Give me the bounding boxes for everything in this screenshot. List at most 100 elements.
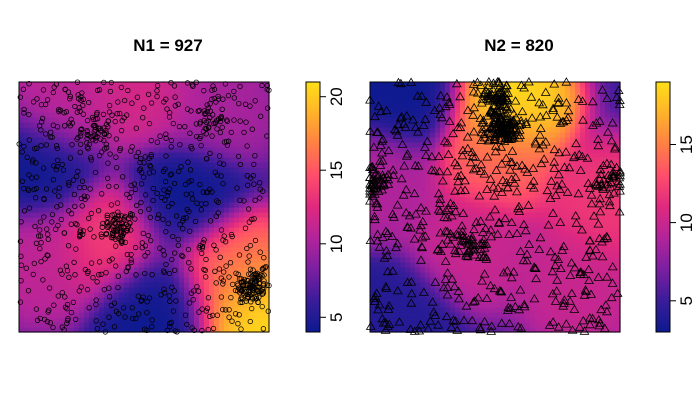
heatmap-cell bbox=[480, 292, 486, 298]
heatmap-cell bbox=[74, 272, 80, 278]
heatmap-cell bbox=[470, 287, 476, 293]
data-point bbox=[92, 131, 98, 138]
heatmap-cell bbox=[465, 317, 471, 323]
data-point bbox=[63, 263, 70, 269]
heatmap-cell bbox=[44, 152, 50, 158]
heatmap-cell bbox=[49, 192, 55, 198]
heatmap-cell bbox=[395, 242, 401, 248]
data-point bbox=[111, 217, 117, 223]
heatmap-cell bbox=[410, 267, 416, 273]
heatmap-cell bbox=[480, 92, 486, 98]
heatmap-cell bbox=[390, 217, 396, 223]
heatmap-cell bbox=[219, 277, 225, 283]
heatmap-cell bbox=[480, 312, 486, 318]
heatmap-cell bbox=[219, 177, 225, 183]
heatmap-cell bbox=[199, 132, 205, 138]
heatmap-cell bbox=[505, 192, 511, 198]
heatmap-cell bbox=[470, 212, 476, 218]
heatmap-cell bbox=[259, 327, 265, 333]
heatmap-cell bbox=[495, 237, 501, 243]
data-point bbox=[52, 188, 58, 194]
heatmap-cell bbox=[49, 297, 55, 303]
data-point bbox=[222, 239, 229, 245]
data-point bbox=[161, 269, 168, 276]
heatmap-cell bbox=[104, 232, 110, 238]
heatmap-cell bbox=[254, 232, 260, 238]
data-point bbox=[220, 306, 226, 313]
heatmap-cell bbox=[415, 167, 421, 173]
data-point bbox=[46, 307, 52, 313]
heatmap-cell bbox=[74, 247, 80, 253]
heatmap-cell bbox=[420, 107, 426, 113]
data-point bbox=[34, 96, 40, 102]
heatmap-cell bbox=[184, 212, 190, 218]
data-point bbox=[150, 185, 157, 192]
heatmap-cell bbox=[224, 222, 230, 228]
data-point bbox=[105, 118, 111, 124]
heatmap-cell bbox=[415, 162, 421, 168]
heatmap-cell bbox=[470, 262, 476, 268]
heatmap-cell bbox=[520, 277, 526, 283]
data-point bbox=[163, 135, 169, 141]
heatmap-cell bbox=[209, 97, 215, 103]
heatmap-cell bbox=[214, 137, 220, 143]
data-point bbox=[40, 87, 47, 93]
heatmap-cell bbox=[74, 312, 80, 318]
heatmap-cell bbox=[159, 212, 165, 218]
heatmap-cell bbox=[189, 322, 195, 328]
heatmap-cell bbox=[234, 252, 240, 258]
heatmap-cell bbox=[64, 162, 70, 168]
data-point bbox=[43, 142, 50, 148]
heatmap-cell bbox=[119, 287, 125, 293]
data-point bbox=[112, 118, 118, 125]
heatmap-cell bbox=[74, 277, 80, 283]
heatmap-cell bbox=[149, 152, 155, 158]
data-point bbox=[33, 185, 39, 192]
heatmap-cell bbox=[49, 127, 55, 133]
heatmap-cell bbox=[224, 167, 230, 173]
heatmap-cell bbox=[39, 182, 45, 188]
heatmap-cell bbox=[224, 177, 230, 183]
heatmap-cell bbox=[189, 167, 195, 173]
heatmap-cell bbox=[89, 287, 95, 293]
heatmap-cell bbox=[39, 112, 45, 118]
heatmap-cell bbox=[39, 172, 45, 178]
heatmap-cell bbox=[114, 142, 120, 148]
heatmap-cell bbox=[385, 202, 391, 208]
heatmap-cell bbox=[470, 267, 476, 273]
heatmap-cell bbox=[470, 152, 476, 158]
heatmap-cell bbox=[470, 122, 476, 128]
heatmap-cell bbox=[149, 177, 155, 183]
heatmap-cell bbox=[74, 257, 80, 263]
heatmap-cell bbox=[430, 302, 436, 308]
data-point bbox=[91, 122, 97, 129]
heatmap-cell bbox=[209, 297, 215, 303]
heatmap-cell bbox=[194, 207, 200, 213]
heatmap-cell bbox=[244, 322, 250, 328]
heatmap-cell bbox=[59, 257, 65, 263]
heatmap-cell bbox=[264, 252, 270, 258]
data-point bbox=[58, 216, 64, 223]
data-point bbox=[86, 215, 92, 222]
data-point bbox=[77, 133, 84, 139]
heatmap-cell bbox=[64, 222, 70, 228]
heatmap-cell bbox=[254, 292, 260, 298]
heatmap-cell bbox=[480, 187, 486, 193]
heatmap-cell bbox=[410, 177, 416, 183]
heatmap-cell bbox=[415, 277, 421, 283]
heatmap-cell bbox=[475, 312, 481, 318]
data-point bbox=[54, 163, 60, 170]
data-point bbox=[97, 125, 103, 131]
heatmap-cell bbox=[224, 87, 230, 93]
heatmap-cell bbox=[475, 212, 481, 218]
heatmap-cell bbox=[500, 207, 506, 213]
heatmap-cell bbox=[244, 327, 250, 333]
data-point bbox=[180, 226, 186, 232]
heatmap-cell bbox=[69, 297, 75, 303]
heatmap-cell bbox=[54, 182, 60, 188]
data-point bbox=[259, 303, 265, 310]
heatmap-cell bbox=[500, 317, 506, 323]
heatmap-cell bbox=[154, 282, 160, 288]
data-point bbox=[21, 185, 27, 192]
heatmap-cell bbox=[199, 217, 205, 223]
